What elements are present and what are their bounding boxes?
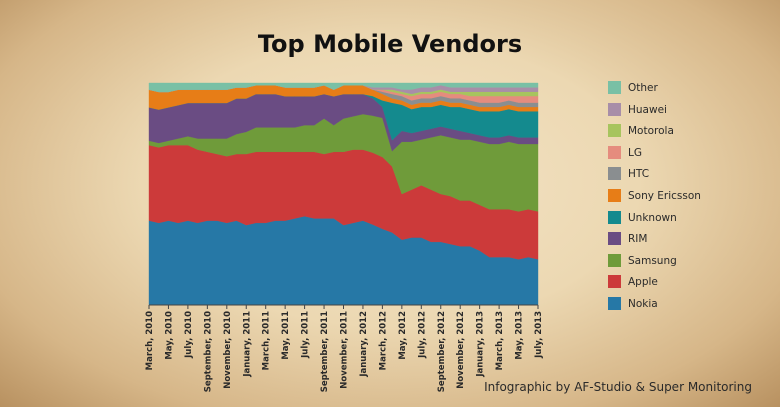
legend-swatch (608, 253, 621, 267)
x-tick-label: January, 2012 (359, 311, 369, 378)
x-tick-label: November, 2010 (223, 311, 233, 389)
x-tick-label: July, 2010 (184, 311, 194, 359)
x-tick-label: January, 2013 (476, 311, 486, 378)
legend-label: Huawei (628, 103, 667, 116)
x-tick-label: January, 2011 (242, 311, 252, 378)
x-tick-label: March, 2010 (145, 311, 155, 370)
legend-swatch (608, 189, 621, 202)
legend-swatch (608, 145, 621, 159)
x-tick-label: May, 2011 (281, 311, 291, 360)
legend-swatch (608, 124, 621, 138)
legend-label: Unknown (628, 211, 677, 224)
x-tick-label: July, 2012 (417, 311, 427, 359)
legend-swatch (608, 81, 621, 94)
legend-label: Other (628, 82, 658, 94)
x-tick-label: September, 2010 (203, 311, 213, 392)
x-axis-ticks: March, 2010 May, 2010 July, 2010 September,… (145, 305, 544, 392)
legend-label: HTC (628, 168, 650, 181)
legend-label: RIM (628, 233, 648, 246)
legend-swatch (608, 297, 621, 310)
x-tick-label: September, 2011 (320, 311, 330, 392)
x-tick-label: July, 2013 (534, 311, 544, 359)
x-tick-label: March, 2013 (495, 311, 505, 370)
legend-label: LG (628, 146, 642, 159)
credit-text: Infographic by AF-Studio & Super Monitor… (484, 380, 752, 394)
x-tick-label: November, 2012 (456, 311, 466, 389)
legend-swatch (608, 275, 621, 289)
x-tick-label: May, 2012 (398, 311, 408, 360)
x-tick-label: May, 2013 (515, 311, 525, 360)
legend-label: Samsung (628, 254, 677, 267)
x-tick-label: March, 2011 (262, 311, 272, 370)
x-tick-label: September, 2012 (437, 311, 447, 392)
x-tick-label: November, 2011 (340, 311, 350, 389)
legend-label: Motorola (628, 125, 674, 138)
chart-title: Top Mobile Vendors (257, 30, 523, 58)
x-tick-label: March, 2012 (378, 311, 388, 370)
chart-areas (148, 82, 539, 306)
x-tick-label: May, 2010 (164, 311, 174, 360)
legend-label: Apple (628, 276, 658, 289)
area-other (148, 82, 539, 93)
legend-label: Nokia (628, 298, 658, 310)
x-tick-label: July, 2011 (301, 311, 311, 359)
legend-label: Sony Ericsson (628, 190, 701, 202)
legend-swatch (608, 102, 621, 116)
legend-swatch (608, 210, 621, 224)
legend-swatch (608, 232, 621, 246)
legend-swatch (608, 167, 621, 181)
